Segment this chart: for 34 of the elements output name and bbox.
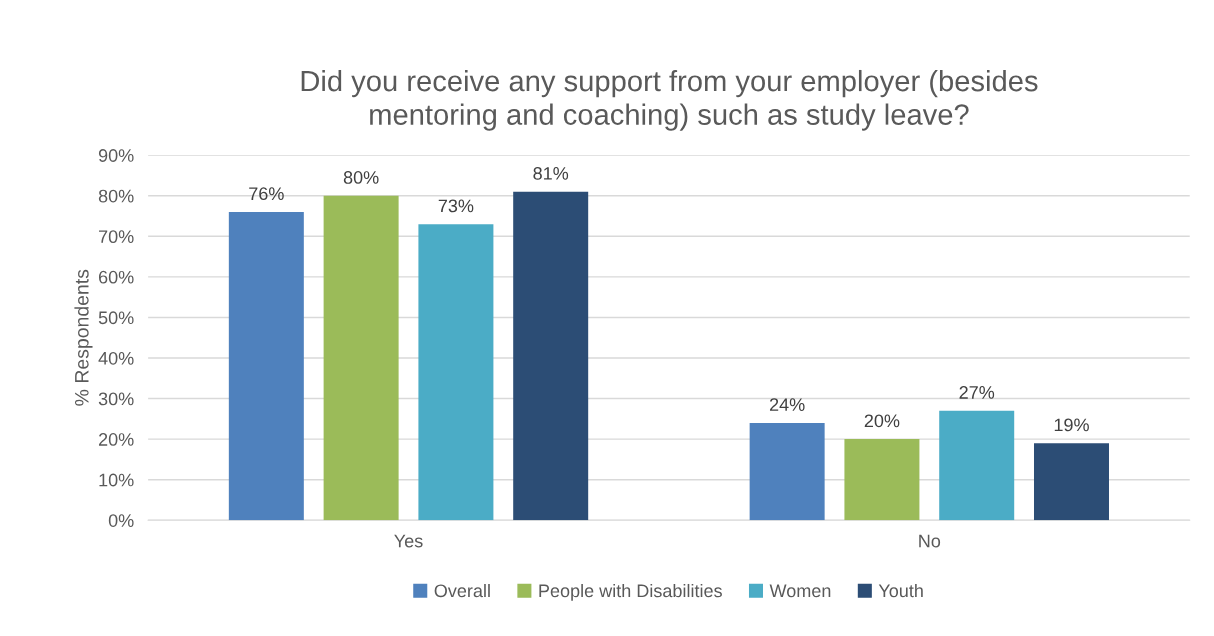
bar	[418, 224, 494, 521]
y-tick-label: 60%	[99, 270, 134, 284]
data-label: 81%	[533, 167, 569, 180]
data-label: 76%	[249, 187, 284, 201]
data-label: 80%	[343, 171, 379, 184]
data-label: 27%	[959, 386, 995, 399]
y-axis-title: % Respondents	[74, 269, 93, 406]
y-tick-label: 0%	[108, 514, 134, 527]
x-tick-label: Yes	[394, 534, 423, 548]
data-label: 19%	[1054, 418, 1089, 432]
chart-title: Did you receive any support from your employer (besides mentoring and coaching) such as study leave?	[301, 69, 1038, 131]
legend-label: Overall	[434, 583, 490, 598]
bar	[939, 410, 1015, 521]
bar	[323, 195, 399, 521]
legend-label: People with Disabilities	[539, 583, 722, 601]
y-tick-label: 40%	[98, 351, 134, 365]
bar	[749, 422, 825, 521]
bar	[844, 439, 920, 521]
x-tick-label: No	[919, 534, 941, 548]
y-tick-label: 30%	[98, 392, 134, 406]
data-label: 73%	[438, 199, 474, 213]
y-tick-label: 10%	[99, 473, 134, 487]
y-tick-label: 80%	[98, 189, 134, 203]
y-tick-label: 90%	[98, 149, 134, 162]
data-label: 24%	[769, 398, 805, 411]
bar	[1034, 443, 1109, 521]
bar	[228, 211, 304, 521]
bar	[513, 191, 589, 521]
y-tick-label: 70%	[99, 230, 134, 244]
legend-label: Youth	[878, 583, 923, 598]
data-label: 20%	[864, 414, 900, 428]
legend-label: Women	[769, 584, 831, 598]
y-tick-label: 20%	[98, 433, 134, 446]
y-tick-label: 50%	[98, 311, 134, 325]
